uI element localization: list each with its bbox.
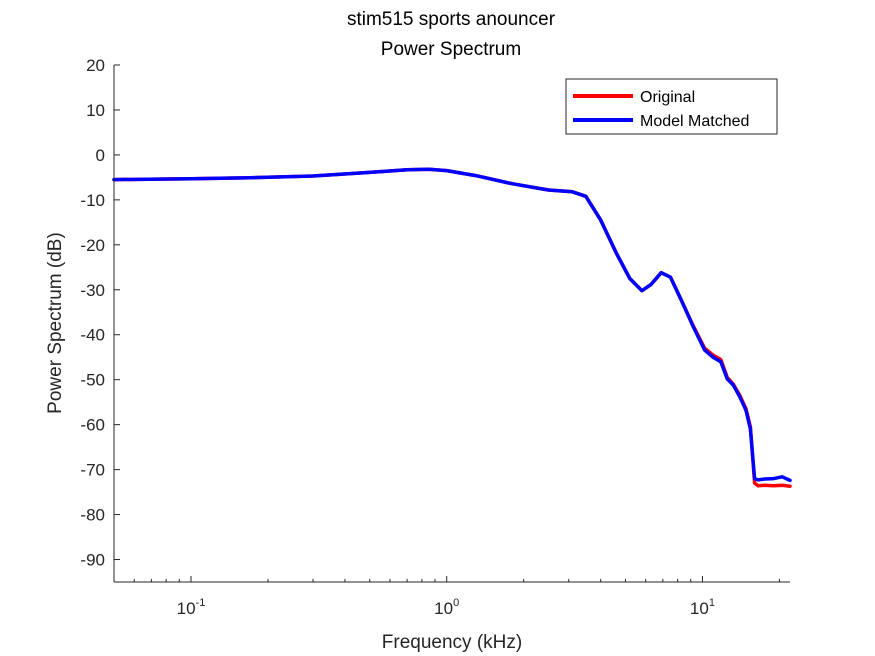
legend-box [565, 78, 778, 135]
y-tick-label: -20 [80, 236, 105, 255]
x-tick-label: 10-1 [177, 597, 206, 618]
legend-label-model-matched: Model Matched [640, 113, 749, 130]
y-tick-label: -80 [80, 506, 105, 525]
y-tick-label: -90 [80, 551, 105, 570]
chart-title-line-1: stim515 sports anouncer [347, 9, 556, 30]
y-tick-label: 20 [86, 56, 105, 75]
series-layer [112, 167, 792, 488]
legend-label-original: Original [640, 89, 695, 106]
y-axis-label: Power Spectrum (dB) [45, 232, 66, 414]
y-tick-label: -60 [80, 416, 105, 435]
legend: Original Model Matched [565, 78, 778, 135]
y-tick-label: 10 [86, 101, 105, 120]
y-tick-label: -10 [80, 191, 105, 210]
y-tick-label: 0 [96, 146, 105, 165]
x-tick-label: 101 [690, 597, 715, 618]
x-tick-label: 100 [434, 597, 459, 618]
y-tick-label: -70 [80, 461, 105, 480]
x-axis-label: Frequency (kHz) [382, 632, 522, 653]
chart-title-line-2: Power Spectrum [381, 39, 521, 60]
series-line-model-matched [112, 167, 792, 483]
y-tick-label: -50 [80, 371, 105, 390]
y-tick-label: -40 [80, 326, 105, 345]
y-tick-label: -30 [80, 281, 105, 300]
